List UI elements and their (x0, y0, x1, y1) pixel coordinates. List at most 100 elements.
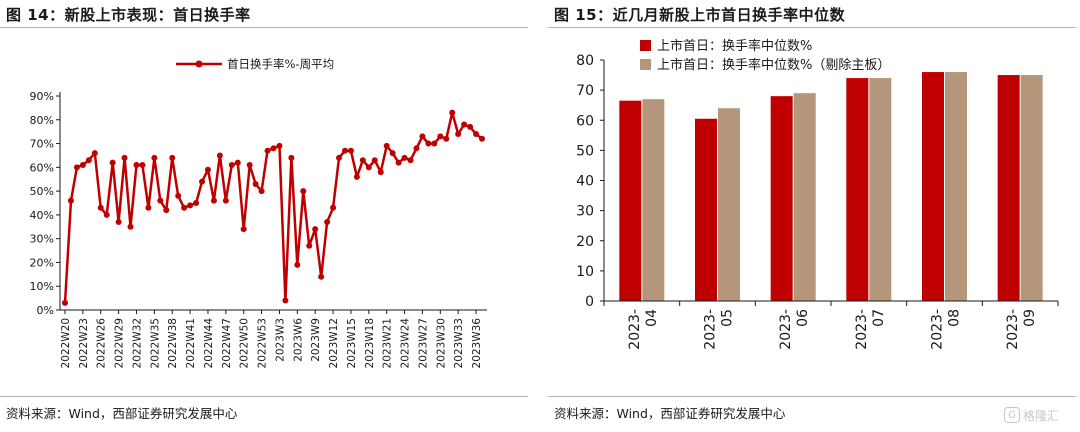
data-point (204, 166, 211, 173)
bar (997, 75, 1020, 301)
x-axis: 2023- 04 2023- 05 2023- 06 2023- 07 2023- 08 2023-… (603, 300, 1059, 350)
data-point (133, 161, 140, 168)
data-point (252, 180, 259, 187)
x-tick-label: 2022W29 (114, 318, 126, 368)
x-category-label-line: 07 (871, 309, 887, 327)
data-point (377, 169, 384, 176)
left-source-note: 资料来源：Wind，西部证券研究发展中心 (6, 406, 238, 421)
y-tick-label: 30% (30, 233, 54, 246)
right-title-rule (548, 27, 1076, 28)
x-tick-label: 2023W24 (400, 318, 412, 369)
x-tick-label: 2022W41 (185, 318, 197, 368)
bars (619, 72, 1043, 302)
data-point (169, 154, 176, 161)
data-point (383, 142, 390, 149)
bar (695, 118, 717, 302)
y-tick-label: 20 (576, 234, 594, 250)
y-tick-label: 10% (30, 280, 54, 293)
x-tick-label: 2023W6 (292, 318, 304, 362)
legend-label: 上市首日：换手率中位数% (657, 38, 812, 54)
data-point (210, 197, 217, 204)
data-point (109, 159, 116, 166)
legend-swatch (640, 59, 651, 70)
x-tick-label: 2023W27 (417, 318, 429, 368)
data-point (276, 142, 283, 149)
x-category-label: 2023- 05 (703, 309, 736, 350)
data-point (181, 204, 188, 211)
x-tick-label: 2023W18 (364, 318, 376, 368)
y-tick-label: 30 (576, 204, 594, 220)
data-point (473, 131, 480, 138)
x-tick-label: 2022W26 (96, 318, 108, 369)
data-point (121, 154, 128, 161)
bar (770, 96, 793, 302)
legend: 首日换手率%-周平均 (176, 57, 334, 71)
data-point (461, 121, 468, 128)
data-point (127, 223, 134, 230)
data-point (163, 207, 170, 214)
x-tick-label: 2023W36 (471, 318, 483, 369)
data-point (437, 133, 444, 140)
x-category-label-line: 06 (795, 309, 811, 327)
y-tick-label: 60 (576, 113, 594, 129)
data-point (199, 178, 206, 185)
data-point (467, 123, 474, 130)
y-tick-label: 50% (30, 185, 54, 198)
data-point (312, 226, 319, 233)
data-point (324, 219, 331, 226)
x-category-label-line: 09 (1022, 309, 1038, 327)
data-point (79, 161, 86, 168)
data-point (413, 145, 420, 152)
data-point (300, 188, 307, 195)
data-point (288, 154, 295, 161)
x-category-label: 2023- 08 (930, 309, 963, 350)
data-point (264, 147, 271, 154)
y-tick-label: 20% (30, 256, 54, 269)
data-point (85, 157, 92, 164)
x-tick-label: 2023W15 (346, 318, 358, 368)
x-category-label-line: 2023- (930, 309, 946, 350)
data-point (67, 197, 74, 204)
data-point (103, 211, 110, 218)
data-point (139, 161, 146, 168)
data-point (246, 161, 253, 168)
left-title-rule (0, 27, 528, 28)
y-tick-label: 40% (30, 209, 54, 222)
left-figure-title: 图 14：新股上市表现：首日换手率 (6, 6, 251, 24)
x-category-label-line: 08 (947, 309, 963, 327)
bar (922, 72, 944, 301)
data-point (157, 197, 164, 204)
x-tick-label: 2022W44 (203, 318, 215, 369)
left-figure-panel: 图 14：新股上市表现：首日换手率 首日换手率%-周平均 0% 10% 20% 30% 4… (0, 0, 528, 432)
bar (945, 72, 967, 301)
data-point (234, 159, 241, 166)
series-markers (62, 109, 485, 306)
right-bar-chart: 上市首日：换手率中位数% 上市首日：换手率中位数%（剔除主板） 0 10 20 30 40 5… (576, 38, 1059, 350)
data-point (187, 202, 194, 209)
data-point (115, 219, 122, 226)
legend-swatch (640, 40, 651, 51)
data-point (228, 161, 235, 168)
x-tick-label: 2023W9 (310, 318, 322, 362)
y-tick-label: 60% (30, 161, 54, 174)
right-source-rule (548, 396, 1076, 397)
bar (718, 108, 740, 301)
left-source-rule (0, 396, 528, 397)
y-tick-label: 50 (576, 143, 594, 159)
data-point (91, 150, 98, 157)
data-point (62, 299, 68, 306)
data-point (371, 157, 378, 164)
x-tick-label: 2022W50 (239, 318, 251, 368)
bar (793, 93, 816, 301)
x-tick-label: 2022W20 (60, 318, 72, 368)
data-point (341, 147, 348, 154)
data-point (175, 192, 182, 199)
x-tick-label: 2022W35 (149, 318, 161, 368)
x-tick-label: 2022W38 (167, 318, 179, 368)
y-tick-label: 90% (30, 90, 54, 103)
bar (619, 100, 642, 301)
data-point (419, 133, 426, 140)
data-point (193, 200, 200, 206)
data-point (306, 242, 313, 249)
data-point (347, 147, 354, 154)
